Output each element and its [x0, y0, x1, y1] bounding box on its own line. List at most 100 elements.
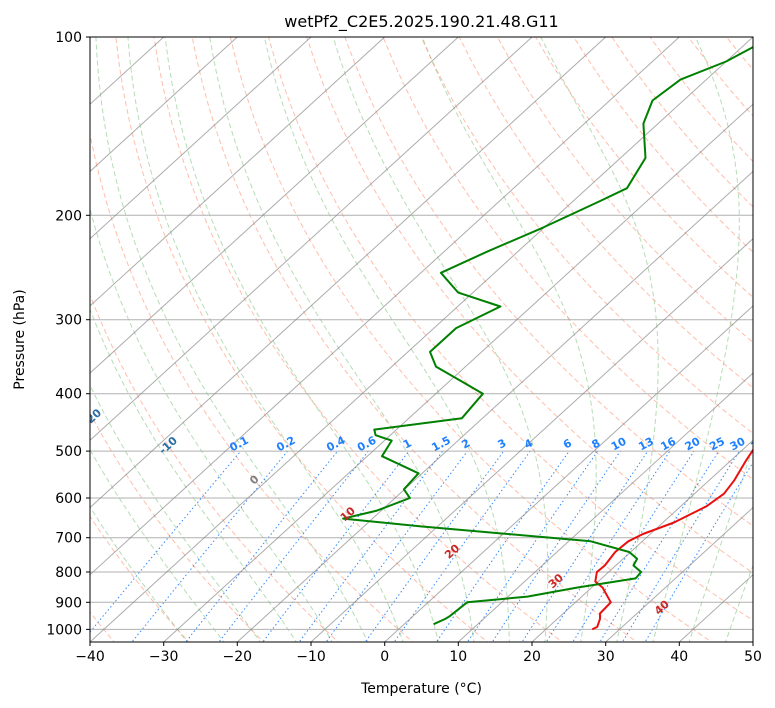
mixing-ratio-line: [572, 450, 695, 642]
mixing-ratio-line: [298, 450, 444, 642]
isotherm: [457, 372, 753, 642]
x-tick-label: 50: [744, 649, 762, 665]
dry-adiabat: [573, 37, 753, 253]
isotherm: [90, 37, 533, 442]
isotherm: [90, 37, 238, 173]
isotherm: [90, 37, 607, 509]
mixing-ratio-label: 16: [658, 435, 678, 454]
mixing-ratio-line: [521, 450, 649, 642]
mixing-ratio-line: [599, 450, 720, 642]
mixing-ratio-label: 3: [496, 436, 509, 451]
dry-adiabat: [535, 37, 753, 298]
dewpoint-profile: [342, 46, 753, 626]
isotherm: [531, 439, 753, 642]
y-tick-label: 300: [55, 313, 82, 329]
moist-adiabat: [127, 37, 404, 642]
dry-adiabat: [90, 131, 414, 642]
isotherm: [163, 103, 753, 642]
temperature-profile: [591, 448, 753, 631]
moist-adiabat: [90, 206, 333, 642]
x-tick-label: −10: [296, 649, 326, 665]
moist-adiabat: [332, 37, 549, 642]
mixing-ratio-line: [262, 450, 410, 642]
y-tick-label: 400: [55, 387, 82, 403]
mixing-ratio-line: [218, 450, 369, 642]
x-axis-label: Temperature (°C): [360, 681, 482, 697]
isotherm: [90, 37, 459, 374]
x-tick-label: −30: [149, 649, 179, 665]
mixing-ratio-label: 1: [401, 436, 414, 451]
plot-area: 0.10.20.40.611.52346810131620253036-100-…: [81, 10, 775, 645]
dry-adiabat: [267, 37, 753, 622]
dry-adiabat-label: 40: [652, 597, 672, 617]
mixing-ratio-line: [435, 450, 570, 642]
dry-adiabat-label: -10: [156, 434, 180, 457]
dry-adiabat: [115, 37, 489, 642]
x-axis-ticks: −40 −30 −20 −10 0 10 20 30 40 50: [75, 642, 762, 665]
dry-adiabat: [743, 10, 775, 645]
x-tick-label: 0: [380, 649, 389, 665]
isotherm: [236, 170, 753, 642]
mixing-ratio-line: [325, 450, 468, 642]
dry-adiabat: [229, 37, 713, 642]
moist-adiabat: [688, 445, 753, 642]
dry-adiabat: [306, 37, 753, 574]
x-tick-label: −40: [75, 649, 105, 665]
x-tick-label: −20: [223, 649, 253, 665]
dry-adiabat: [90, 412, 265, 642]
isotherm: [752, 641, 753, 642]
y-tick-label: 900: [55, 595, 82, 611]
isotherms: [90, 37, 753, 642]
moist-adiabats: [90, 37, 753, 642]
isotherm: [605, 506, 753, 642]
moist-adiabat: [90, 307, 297, 642]
dry-adiabat: [458, 37, 753, 389]
y-axis-label: Pressure (hPa): [12, 289, 28, 389]
mixing-ratio-line: [185, 450, 338, 642]
plot-frame: [89, 36, 754, 643]
isotherm: [90, 37, 312, 240]
mixing-ratio-line: [491, 450, 621, 642]
isotherm: [90, 37, 680, 576]
mixing-ratio-label: 8: [590, 436, 603, 451]
moist-adiabat: [90, 384, 261, 642]
dry-adiabat: [725, 37, 753, 71]
mixing-ratio-label: 25: [707, 435, 727, 454]
mixing-ratio-line: [545, 450, 671, 642]
isotherm: [90, 37, 753, 642]
mixing-ratio-line: [90, 450, 242, 633]
mixing-ratio-label: 10: [609, 435, 629, 454]
mixing-ratio-line: [364, 450, 505, 642]
mixing-ratio-label: 30: [728, 435, 748, 454]
mixing-ratio-line: [393, 450, 531, 642]
x-tick-label: 20: [523, 649, 541, 665]
isotherm: [384, 305, 753, 642]
mixing-ratio-label: 13: [636, 435, 656, 454]
dry-adiabat-label: -20: [81, 406, 105, 429]
mixing-ratio-line: [466, 450, 599, 642]
y-axis-ticks: 100 200 300 400 500 600 700 800 900 1000: [46, 30, 90, 638]
background-line-labels: 0.10.20.40.611.52346810131620253036-100-…: [81, 406, 769, 617]
pressure-gridlines: [90, 37, 753, 630]
dry-adiabat: [687, 37, 753, 117]
x-tick-label: 10: [449, 649, 467, 665]
dry-adiabat: [420, 37, 753, 435]
y-tick-label: 500: [55, 444, 82, 460]
y-tick-label: 600: [55, 491, 82, 507]
dry-adiabats: [90, 10, 775, 645]
dry-adiabat-label: 30: [546, 571, 566, 591]
mixing-ratio-label: 2: [459, 436, 472, 451]
isotherm: [90, 37, 386, 307]
moist-adiabat: [90, 506, 188, 642]
mixing-ratio-label: 36: [749, 435, 769, 454]
mixing-ratio-label: 6: [561, 436, 574, 451]
y-tick-label: 200: [55, 208, 82, 224]
moist-adiabat: [725, 564, 753, 642]
y-tick-label: 800: [55, 565, 82, 581]
chart-title: wetPf2_C2E5.2025.190.21.48.G11: [284, 12, 558, 32]
dry-adiabat: [382, 37, 753, 481]
y-tick-label: 100: [55, 30, 82, 46]
y-tick-label: 1000: [46, 622, 82, 638]
mixing-ratio-line: [621, 450, 740, 642]
